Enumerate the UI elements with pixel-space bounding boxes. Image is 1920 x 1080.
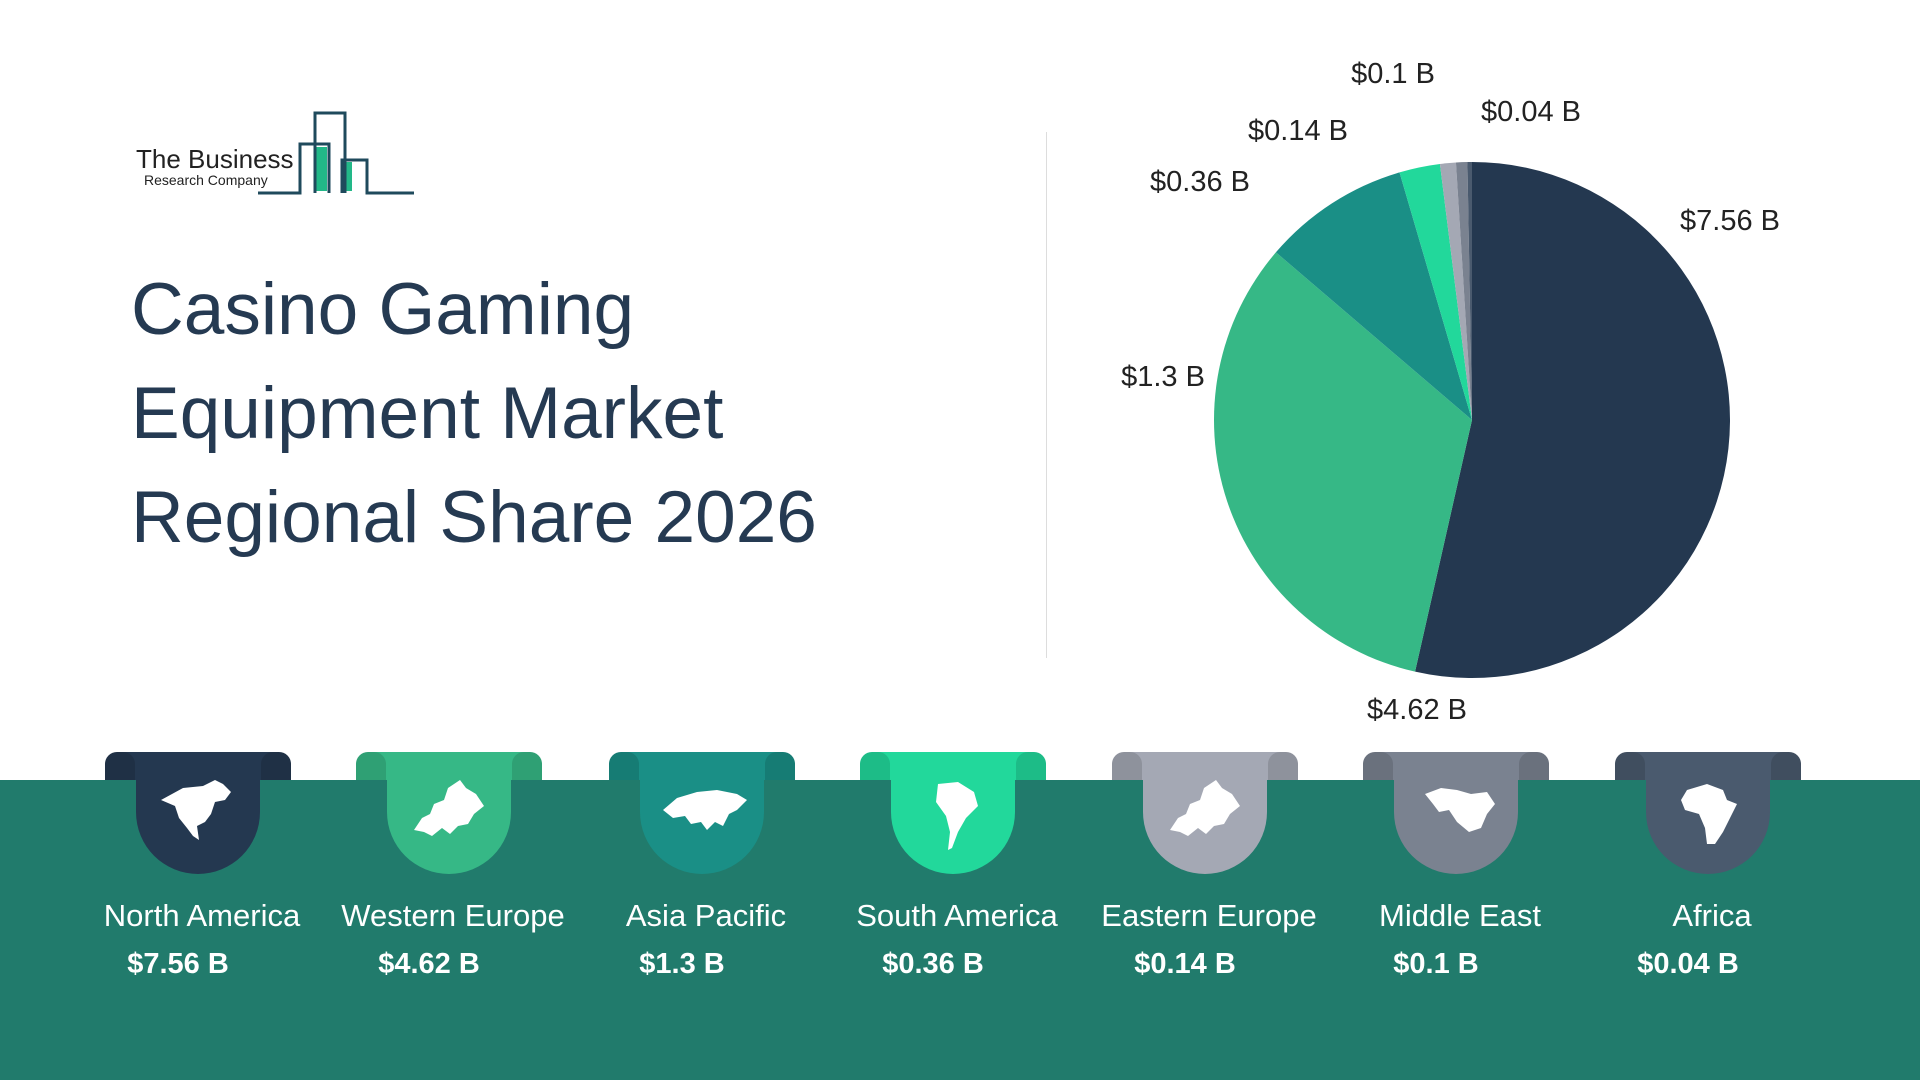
badge-fold [1016, 752, 1046, 780]
region-value: $4.62 B [378, 948, 480, 980]
badge-fold [765, 752, 795, 780]
data-label: $0.1 B [1351, 58, 1435, 90]
title-line: Equipment Market [131, 373, 724, 454]
data-label: $0.14 B [1248, 115, 1348, 147]
pie-slice-south-america [1399, 164, 1472, 420]
data-label: $4.62 B [1367, 694, 1467, 726]
badge-fold [860, 752, 890, 780]
region-badge [1615, 752, 1801, 874]
data-label: $0.36 B [1150, 166, 1250, 198]
region-name: Western Europe [341, 898, 565, 933]
badge-fold [609, 752, 639, 780]
divider [1046, 132, 1047, 658]
title-line: Regional Share 2026 [131, 477, 817, 558]
pie-slice-western-europe [1214, 252, 1472, 672]
pie-chart: $7.56 B $4.62 B $1.3 B $0.36 B $0.14 B$0.1 B… [1121, 58, 1780, 726]
badge-fold [1363, 752, 1393, 780]
region-badge [356, 752, 542, 874]
pie-slice-middle-east [1455, 162, 1472, 420]
logo-line2: Research Company [144, 172, 268, 188]
region-name: Eastern Europe [1101, 898, 1317, 933]
europe-map-icon [1170, 780, 1240, 836]
north-america-map-icon [161, 780, 231, 840]
region-value: $0.04 B [1637, 948, 1739, 980]
africa-map-icon [1681, 784, 1737, 844]
region-name: Asia Pacific [625, 898, 787, 933]
badge-fold [261, 752, 291, 780]
badge-fold [1615, 752, 1645, 780]
badge-fold [1519, 752, 1549, 780]
badge-fold [1112, 752, 1142, 780]
logo-buildings-icon [258, 111, 414, 195]
region-badge [1363, 752, 1549, 874]
region-name: Africa [1672, 898, 1752, 933]
pie-slice-asia-pacific [1275, 172, 1472, 420]
badge-fold [105, 752, 135, 780]
south-america-map-icon [936, 782, 978, 850]
region-value: $1.3 B [639, 948, 725, 980]
region-name: South America [856, 898, 1058, 933]
title-line: Casino Gaming [131, 269, 635, 350]
badge-fold [1268, 752, 1298, 780]
region-value: $0.36 B [882, 948, 984, 980]
badge-fold [1771, 752, 1801, 780]
data-label: $0.04 B [1481, 96, 1581, 128]
region-name: Middle East [1379, 898, 1541, 933]
pie-slice-north-america [1415, 162, 1730, 679]
data-label: $7.56 B [1680, 205, 1780, 237]
region-value: $0.14 B [1134, 948, 1236, 980]
region-badge [609, 752, 795, 874]
badge-fold [356, 752, 386, 780]
middle-east-map-icon [1425, 788, 1495, 832]
region-badge [860, 752, 1046, 874]
logo-line1: The Business [136, 144, 294, 174]
badge-fold [512, 752, 542, 780]
page-title: Casino Gaming Equipment Market Regional … [131, 258, 817, 570]
company-logo: The Business Research Company [134, 108, 424, 198]
region-value: $0.1 B [1393, 948, 1479, 980]
asia-map-icon [663, 790, 747, 830]
pie-slice-eastern-europe [1439, 162, 1472, 420]
region-value: $7.56 B [127, 948, 229, 980]
region-badge [1112, 752, 1298, 874]
pie-slice-africa [1467, 162, 1472, 420]
europe-map-icon [414, 780, 484, 836]
region-name: North America [103, 898, 301, 933]
region-badge [105, 752, 291, 874]
data-label: $1.3 B [1121, 361, 1205, 393]
